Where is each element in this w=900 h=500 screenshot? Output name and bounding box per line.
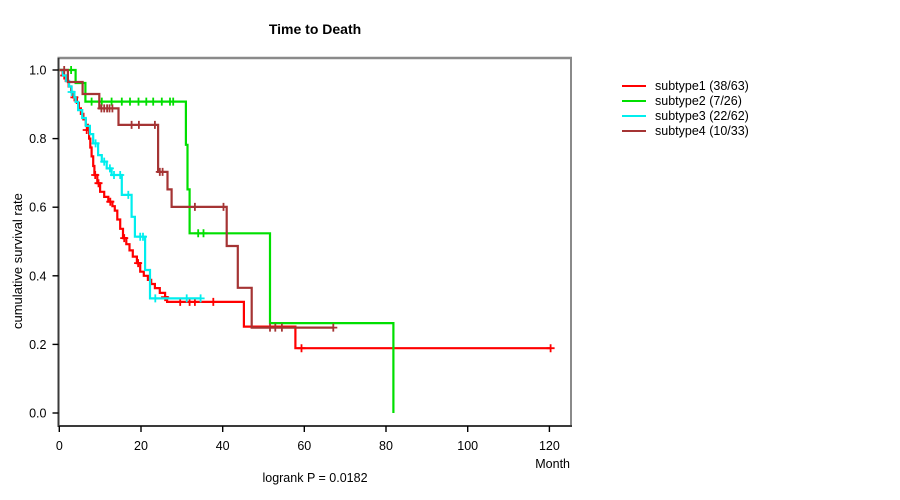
x-tick-label: 100: [457, 439, 478, 453]
x-tick-label: 20: [134, 439, 148, 453]
series-subtype3-curve: [59, 68, 201, 300]
series-subtype1-curve: [59, 68, 551, 350]
x-tick-label: 60: [297, 439, 311, 453]
series-subtype4-censor-marks: [60, 66, 338, 332]
chart-title: Time to Death: [268, 21, 362, 37]
x-tick-label: 40: [216, 439, 230, 453]
legend-item-label: subtype1 (38/63): [655, 78, 749, 93]
legend-item-subtype2: subtype2 (7/26): [622, 93, 749, 108]
legend-item-label: subtype3 (22/62): [655, 108, 749, 123]
y-tick-label: 1.0: [29, 64, 46, 78]
legend: subtype1 (38/63) subtype2 (7/26) subtype3 …: [622, 78, 749, 138]
x-axis-title: Month: [535, 457, 570, 471]
x-tick-label: 0: [56, 439, 63, 453]
legend-item-subtype1: subtype1 (38/63): [622, 78, 749, 93]
y-tick-label: 0.6: [29, 201, 46, 215]
series-subtype1-censor-marks: [60, 71, 555, 353]
y-tick-label: 0.0: [29, 407, 46, 421]
x-tick-label: 80: [379, 439, 393, 453]
legend-item-label: subtype4 (10/33): [655, 123, 749, 138]
legend-item-subtype3: subtype3 (22/62): [622, 108, 749, 123]
legend-line-swatch: [622, 99, 646, 102]
y-axis-title: cumulative survival rate: [10, 193, 25, 329]
legend-line-swatch: [622, 84, 646, 87]
series-subtype2-censor-marks: [67, 66, 208, 238]
series-subtype3-censor-marks: [67, 88, 205, 303]
y-tick-label: 0.8: [29, 132, 46, 146]
y-tick-label: 0.4: [29, 269, 46, 283]
y-tick-label: 0.2: [29, 338, 46, 352]
x-tick-label: 120: [539, 439, 560, 453]
logrank-annotation: logrank P = 0.0182: [262, 471, 368, 485]
legend-line-swatch: [622, 114, 646, 117]
legend-item-subtype4: subtype4 (10/33): [622, 123, 749, 138]
legend-line-swatch: [622, 129, 646, 132]
legend-item-label: subtype2 (7/26): [655, 93, 742, 108]
